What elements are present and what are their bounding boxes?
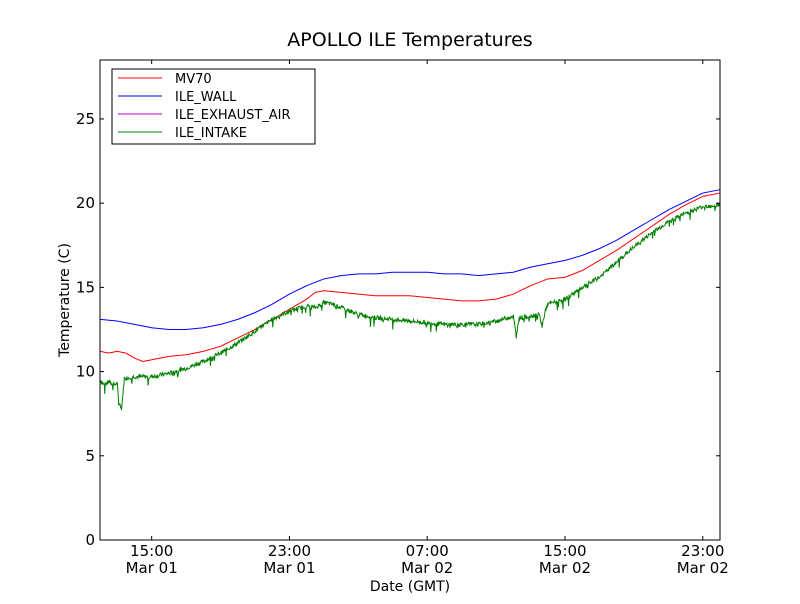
- y-tick-label: 15: [76, 278, 95, 296]
- x-tick-label-time: 15:00: [543, 542, 586, 560]
- y-tick-label: 20: [76, 194, 95, 212]
- x-tick-label-date: Mar 01: [126, 559, 178, 577]
- legend-label: ILE_WALL: [175, 90, 237, 105]
- y-tick-label: 5: [85, 447, 95, 465]
- x-tick-label-date: Mar 02: [401, 559, 453, 577]
- y-axis-label: Temperature (C): [57, 243, 73, 358]
- x-tick-label-date: Mar 02: [677, 559, 729, 577]
- x-tick-label-time: 23:00: [681, 542, 724, 560]
- x-tick-label-date: Mar 02: [539, 559, 591, 577]
- x-tick-label-time: 23:00: [268, 542, 311, 560]
- chart-title: APOLLO ILE Temperatures: [287, 29, 532, 51]
- x-axis-label: Date (GMT): [370, 579, 450, 595]
- legend: MV70 ILE_WALL ILE_EXHAUST_AIR ILE_INTAKE: [111, 68, 316, 145]
- series-line-ile-wall: [100, 189, 720, 330]
- y-tick-label: 0: [85, 531, 95, 549]
- legend-label: MV70: [175, 72, 212, 87]
- x-tick-label-time: 07:00: [406, 542, 449, 560]
- axes-frame: [99, 59, 721, 541]
- series-line-ile-intake: [100, 202, 720, 411]
- x-tick-label-time: 15:00: [130, 542, 173, 560]
- legend-label: ILE_INTAKE: [175, 126, 247, 141]
- y-tick-label: 25: [76, 110, 95, 128]
- y-tick-label: 10: [76, 363, 95, 381]
- series-line-mv70: [100, 192, 720, 362]
- legend-label: ILE_EXHAUST_AIR: [175, 108, 291, 123]
- x-tick-label-date: Mar 01: [263, 559, 315, 577]
